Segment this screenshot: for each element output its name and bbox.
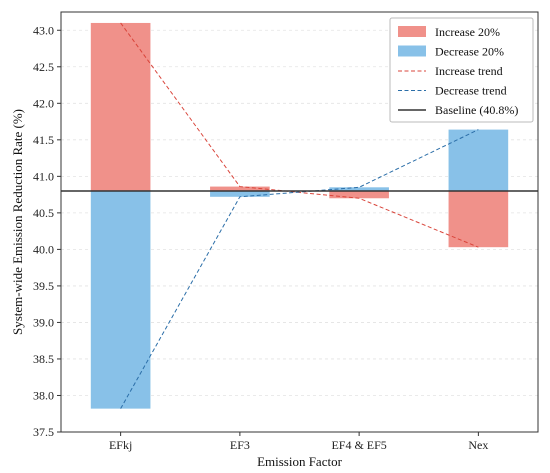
increase-bar-2 [329, 190, 389, 199]
increase-bar-0 [90, 22, 151, 191]
decrease-bar-2 [329, 187, 389, 191]
x-axis-title: Emission Factor [257, 454, 343, 469]
x-tick-label: EFkj [109, 438, 132, 452]
y-axis: 37.5 38.0 38.5 39.0 39.5 40.0 40.5 41.0 41.5 42.0… [33, 23, 61, 439]
decrease-trend-line [120, 129, 479, 409]
y-tick-label: 40.5 [33, 206, 54, 220]
x-axis: EFkj EF3 EF4 & EF5 Nex [109, 432, 488, 452]
x-tick-label: EF3 [230, 438, 250, 452]
y-tick-label: 42.0 [33, 96, 54, 110]
increase-bar-1 [210, 186, 270, 191]
y-tick-label: 41.5 [33, 133, 54, 147]
legend-decrease-label: Decrease 20% [435, 45, 504, 59]
y-tick-label: 38.0 [33, 388, 54, 402]
legend-increase-swatch [398, 26, 426, 37]
legend: Increase 20% Decrease 20% Increase trend De… [389, 17, 534, 123]
y-tick-label: 43.0 [33, 23, 54, 37]
y-tick-label: 39.5 [33, 279, 54, 293]
legend-increase-trend-label: Increase trend [435, 64, 503, 78]
decrease-bar-3 [448, 129, 509, 191]
y-tick-label: 41.0 [33, 169, 54, 183]
legend-increase-label: Increase 20% [435, 25, 500, 39]
legend-box [389, 17, 534, 123]
y-axis-title: System-wide Emission Reduction Rate (%) [10, 109, 25, 335]
legend-baseline-label: Baseline (40.8%) [435, 103, 518, 117]
x-tick-label: EF4 & EF5 [331, 438, 386, 452]
legend-decrease-swatch [398, 45, 426, 57]
y-tick-label: 38.5 [33, 352, 54, 366]
y-tick-label: 39.0 [33, 315, 54, 329]
decrease-bar-1 [210, 190, 270, 197]
increase-bar-3 [448, 190, 509, 248]
y-tick-label: 40.0 [33, 242, 54, 256]
legend-decrease-trend-label: Decrease trend [435, 84, 507, 98]
y-tick-label: 42.5 [33, 60, 54, 74]
plot-frame [60, 11, 539, 433]
decrease-bar-0 [90, 190, 151, 409]
y-tick-label: 37.5 [33, 425, 54, 439]
x-tick-label: Nex [468, 438, 488, 452]
trend-lines-group [61, 22, 538, 409]
